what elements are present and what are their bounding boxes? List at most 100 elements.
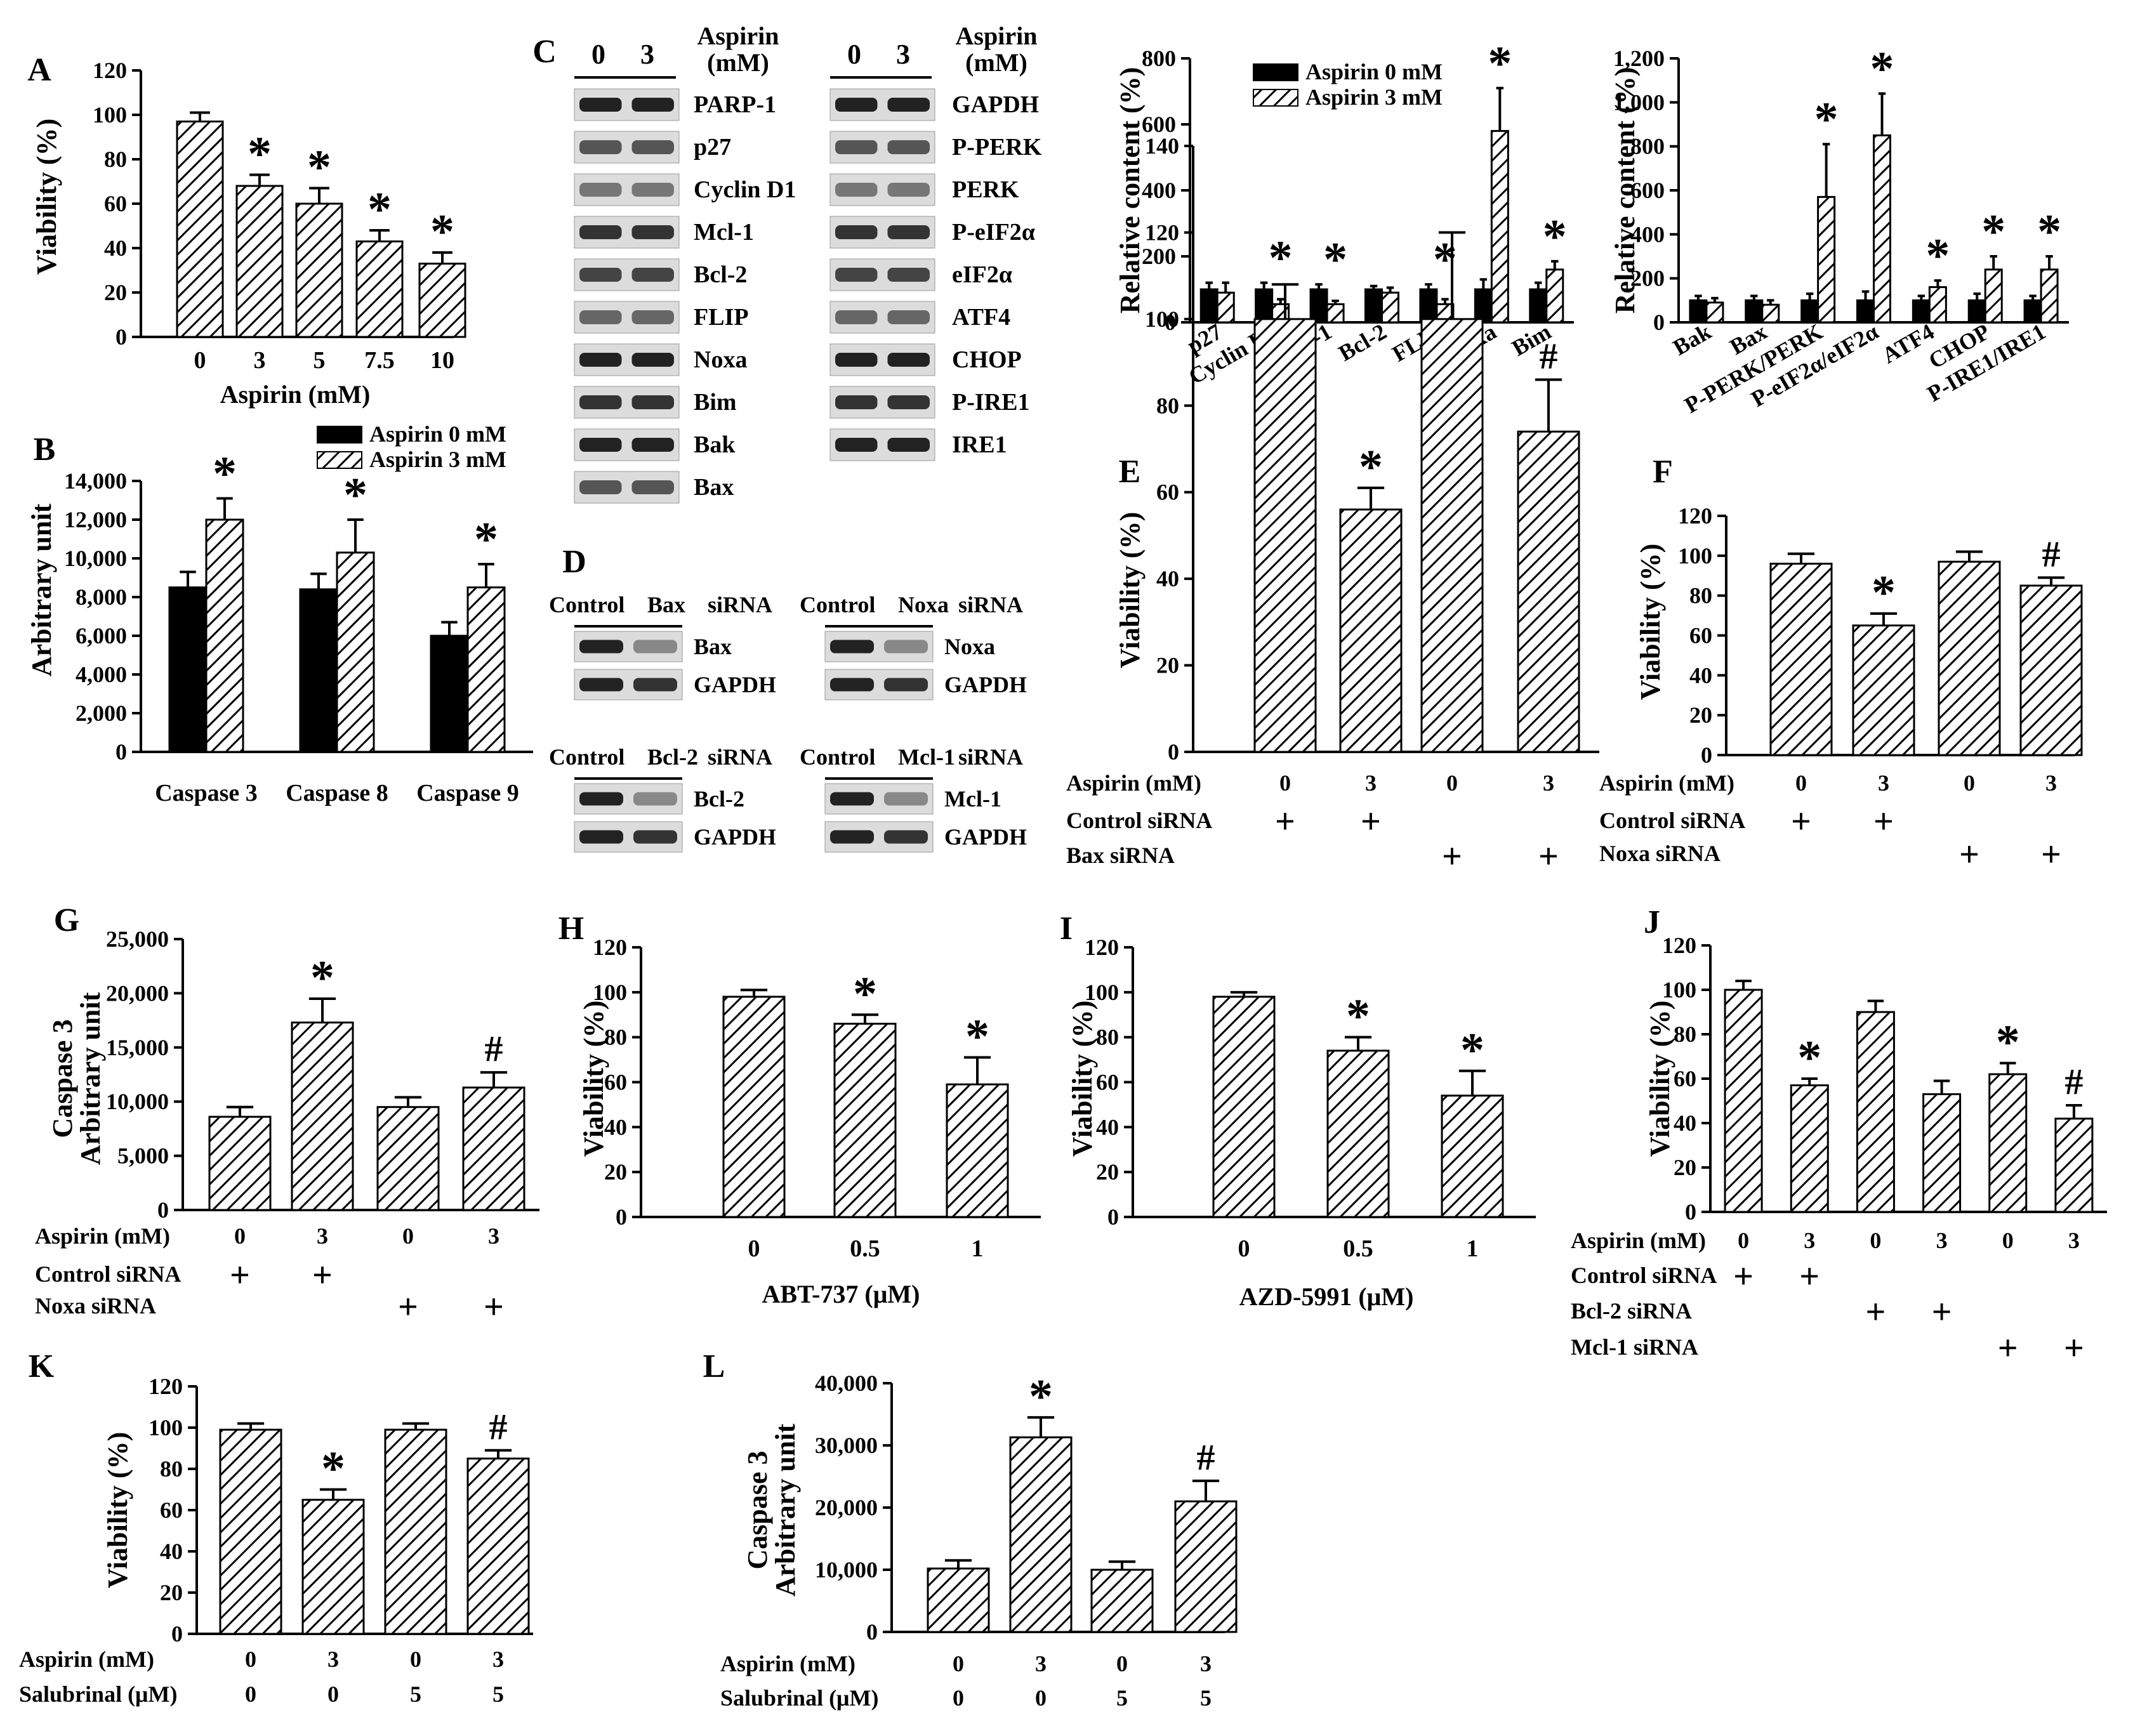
panel-f-label: F: [1653, 454, 1673, 490]
sirna-blot-row-band-lane1: [579, 792, 623, 806]
panel-j-condition-cell: +: [1932, 1292, 1952, 1332]
sirna-blot-row-band-lane2: [633, 830, 677, 844]
panel-g-y-tick-label: 15,000: [106, 1035, 169, 1060]
panel-a-y-tick-label: 20: [104, 280, 127, 305]
panel-k-bar: [219, 1428, 282, 1635]
panel-c1-bar: [1490, 129, 1509, 324]
panel-a-label: A: [27, 52, 51, 88]
panel-c2-y-tick-label: 1,200: [1613, 46, 1665, 71]
panel-c2-bar: [1817, 195, 1836, 324]
sirna-blot-row-band-lane1: [579, 678, 623, 692]
blot-row-band-lane1: [579, 225, 622, 239]
panel-f-significance-marker: #: [2042, 533, 2061, 574]
panel-j-condition-label: Mcl-1 siRNA: [1571, 1334, 1698, 1360]
panel-l-condition-cell: 5: [1116, 1685, 1128, 1711]
panel-a-y-tick-label: 80: [104, 147, 127, 172]
panel-e-condition-cell: 0: [1279, 770, 1291, 796]
blot-row-band-lane1: [579, 480, 622, 494]
panel-b-bar: [299, 588, 338, 753]
panel-c1-legend-swatch: [1253, 89, 1298, 107]
blot-row-band-lane1: [579, 268, 622, 282]
sirna-blot-row-band-lane2: [633, 678, 677, 692]
panel-c2-bar: [1761, 303, 1780, 324]
panel-e-label: E: [1119, 454, 1141, 490]
panel-e-y-tick-label: 80: [1156, 393, 1179, 418]
sirna-blot-row-label: GAPDH: [694, 672, 776, 697]
panel-f-condition-label: Noxa siRNA: [1599, 841, 1721, 866]
blot-row-band-lane1: [835, 225, 878, 239]
blot-row-band-lane1: [835, 98, 878, 112]
panel-j-significance-marker: *: [1996, 1016, 2020, 1069]
panel-k-condition-cell: 0: [327, 1681, 339, 1707]
panel-h-y-tick-label: 100: [593, 980, 627, 1005]
panel-h-significance-marker: *: [965, 1010, 989, 1063]
panel-k-condition-label: Salubrinal (μM): [19, 1681, 177, 1707]
panel-b-x-tick-label: Caspase 8: [286, 780, 388, 806]
blot-row-label: PERK: [952, 176, 1019, 203]
panel-l-bar: [1009, 1436, 1073, 1633]
panel-e-bar: [1339, 508, 1403, 753]
panel-b-significance-marker: *: [213, 447, 237, 500]
panel-f-condition-cell: 0: [1795, 770, 1807, 796]
panel-f-y-axis-label: Viability (%): [1635, 544, 1666, 700]
panel-e-condition-cell: +: [1538, 837, 1559, 876]
panel-k-condition-label: Aspirin (mM): [19, 1647, 154, 1672]
panel-h-x-tick-label: 0: [748, 1235, 760, 1262]
sirna-blot-sirna-label: siRNA: [708, 744, 772, 770]
panel-c2-y-tick-label: 800: [1630, 134, 1665, 159]
panel-e-significance-marker: #: [1540, 335, 1558, 376]
panel-c2-bar: [1705, 301, 1724, 324]
panel-a-y-tick-label: 40: [104, 235, 127, 261]
blot-row-label: GAPDH: [952, 91, 1039, 118]
sirna-blot-target-label: Bcl-2: [647, 744, 698, 770]
sirna-blot-row-label: GAPDH: [694, 824, 776, 850]
panel-a-y-tick-label: 120: [93, 58, 127, 83]
panel-k-y-tick-label: 20: [160, 1580, 183, 1605]
panel-i-bar: [1212, 996, 1276, 1218]
panel-a-bar: [355, 240, 404, 338]
panel-c1-bar: [1474, 288, 1493, 324]
panel-j-y-tick-label: 20: [1674, 1155, 1696, 1180]
panel-j-condition-cell: +: [1733, 1257, 1754, 1296]
sirna-blot-row-label: GAPDH: [944, 824, 1027, 850]
blot-row-band-lane2: [631, 480, 674, 494]
panel-c2-significance-marker: *: [1925, 229, 1950, 282]
panel-k-label: K: [29, 1348, 55, 1384]
panel-e-condition-label: Aspirin (mM): [1066, 770, 1201, 796]
panel-j-condition-cell: 3: [1936, 1228, 1948, 1253]
panel-a-y-tick-label: 0: [116, 324, 127, 350]
panel-g-y-axis-label: Arbitrary unit: [75, 992, 106, 1165]
blot-row-band-lane2: [631, 225, 674, 239]
panel-f-y-tick-label: 80: [1689, 583, 1712, 608]
panel-b-label: B: [34, 431, 56, 468]
panel-j-bar: [1988, 1073, 2028, 1213]
panel-i-y-tick-label: 0: [1107, 1204, 1119, 1230]
blot-row-band-lane2: [887, 268, 930, 282]
sirna-blot-control-label: Control: [549, 592, 624, 617]
panel-k-condition-cell: 0: [245, 1647, 256, 1672]
panel-k-significance-marker: #: [489, 1406, 508, 1447]
panel-g-condition-label: Control siRNA: [35, 1261, 181, 1287]
sirna-blot-row-label: Mcl-1: [944, 786, 1001, 812]
panel-b-y-tick-label: 8,000: [76, 584, 127, 610]
panel-i-y-axis-label: Viability (%): [1067, 1001, 1098, 1157]
panel-c1-bar: [1309, 288, 1328, 324]
sirna-blot-row-band-lane2: [633, 792, 677, 806]
sirna-blot-sirna-label: siRNA: [708, 592, 772, 617]
blot-row-label: eIF2α: [952, 261, 1012, 288]
panel-b-bar: [205, 518, 244, 753]
panel-b-y-tick-label: 10,000: [64, 546, 127, 571]
blot-header-dose-0: 0: [591, 39, 605, 70]
blot-row-label: p27: [694, 134, 731, 161]
panel-i-y-tick-label: 80: [1096, 1025, 1119, 1050]
panel-c2-significance-marker: *: [1981, 205, 2005, 258]
panel-g-y-tick-label: 5,000: [117, 1143, 169, 1169]
panel-e-y-tick-label: 100: [1145, 306, 1179, 332]
panel-k-condition-cell: 0: [245, 1681, 256, 1707]
panel-c1-y-tick-label: 200: [1142, 244, 1176, 269]
panel-l-y-axis-label: Caspase 3: [742, 1450, 773, 1569]
panel-f-bar: [1852, 624, 1915, 756]
panel-i-y-tick-label: 40: [1096, 1114, 1119, 1140]
panel-j-condition-cell: 0: [1738, 1228, 1749, 1253]
